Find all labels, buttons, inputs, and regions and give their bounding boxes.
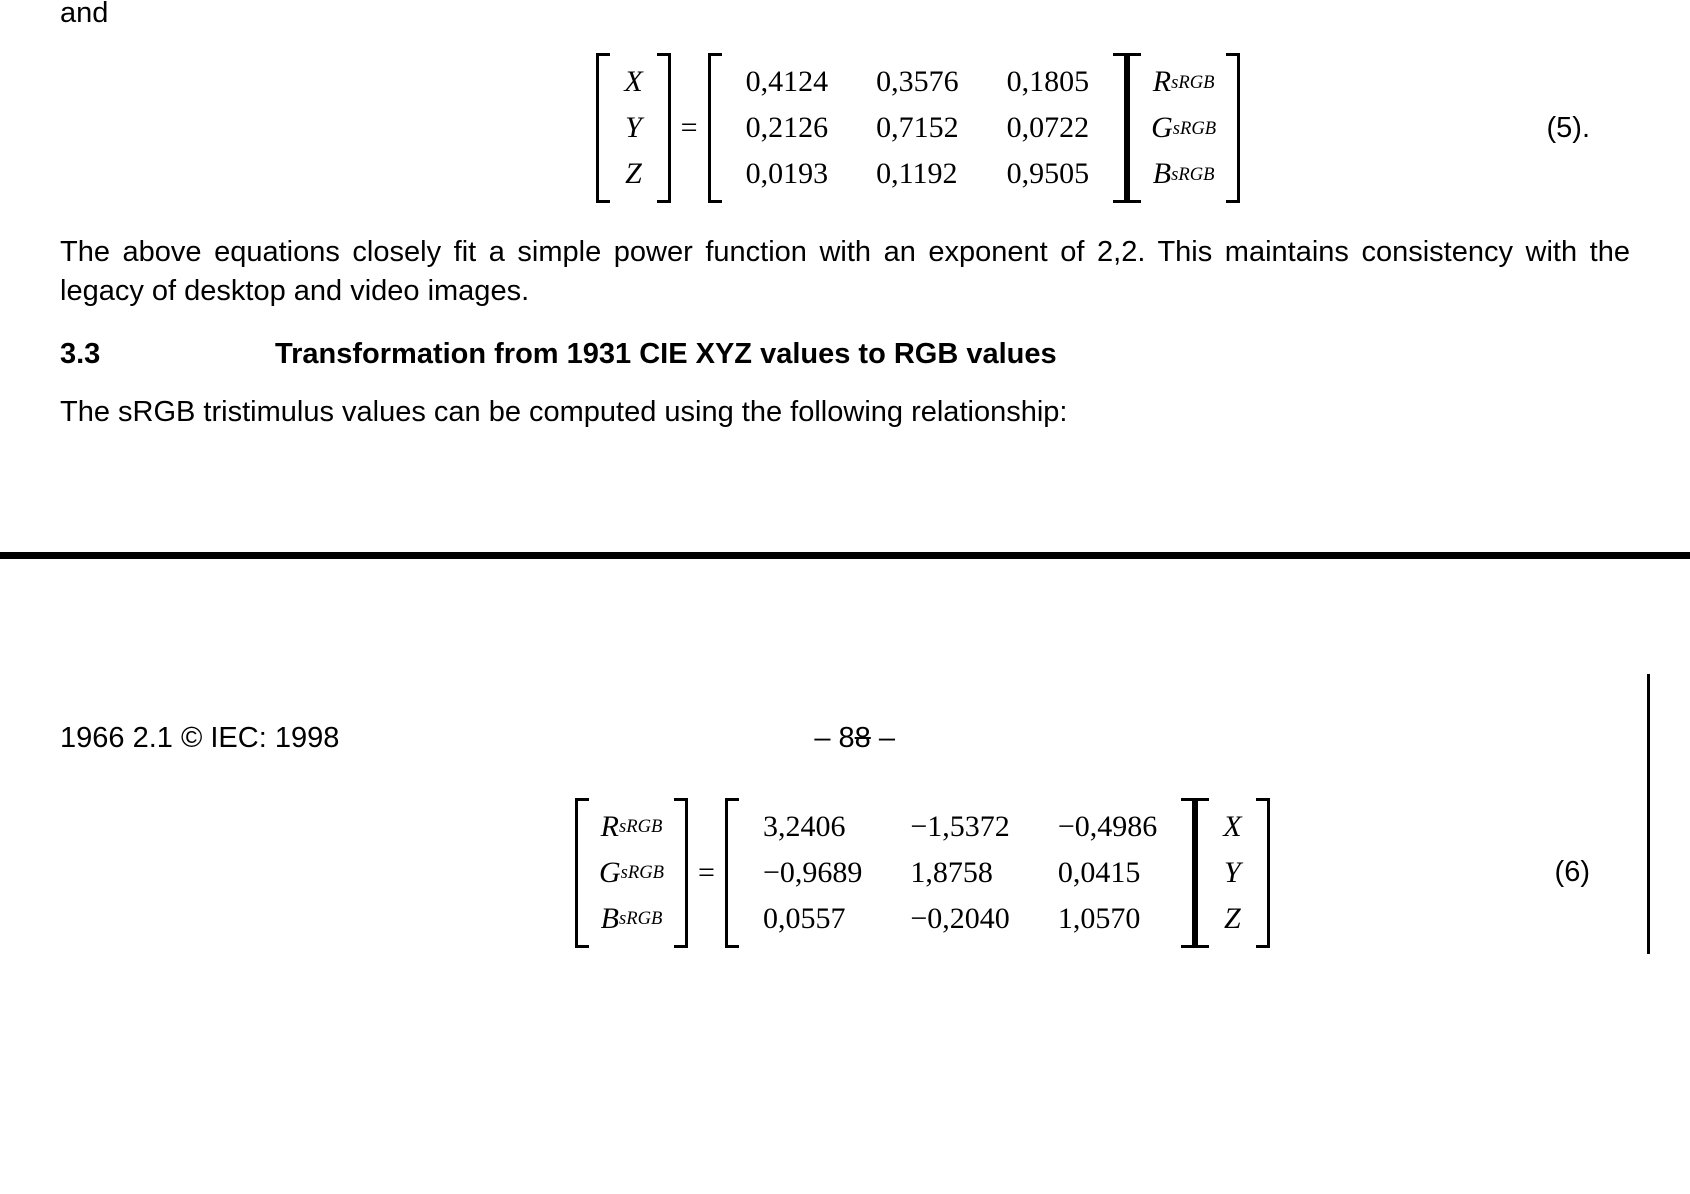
section-title: Transformation from 1931 CIE XYZ values … <box>275 335 1630 374</box>
header-page-number: – 88 – <box>339 719 1370 758</box>
m-cell: 1,0570 <box>1048 896 1167 942</box>
vec-cell: RsRGB <box>1151 59 1216 105</box>
m-cell: 1,8758 <box>900 850 1019 896</box>
page2-content: 1966 2.1 © IEC: 1998 – 88 – RsRGB GsRGB … <box>0 719 1690 1008</box>
page-num-suffix: – <box>871 722 895 754</box>
equation-5: X Y Z = 0,4124 0,2126 0,0193 <box>290 53 1547 203</box>
vec-cell: GsRGB <box>1151 105 1216 151</box>
cutoff-word-top: and <box>0 0 1690 33</box>
m-cell: 0,4124 <box>736 59 839 105</box>
equals-sign: = <box>671 108 708 149</box>
equation-6-row: RsRGB GsRGB BsRGB = 3,2406 −0,9689 0,055… <box>60 798 1630 948</box>
equation-6-label: (6) <box>1555 853 1630 892</box>
eq5-rhs-vector: RsRGB GsRGB BsRGB <box>1127 53 1240 203</box>
m-cell: −1,5372 <box>900 804 1019 850</box>
vec-cell: BsRGB <box>1151 151 1216 197</box>
vec-cell: Z <box>624 151 642 197</box>
m-cell: 0,7152 <box>866 105 969 151</box>
m-cell: 0,1805 <box>997 59 1100 105</box>
eq5-lhs-vector: X Y Z <box>596 53 670 203</box>
eq6-rhs-vector: X Y Z <box>1195 798 1269 948</box>
vec-cell: Y <box>624 105 642 151</box>
equals-sign: = <box>688 853 725 894</box>
change-bar-right <box>1647 674 1650 954</box>
paragraph-power-function: The above equations closely fit a simple… <box>60 233 1630 311</box>
m-cell: 0,3576 <box>866 59 969 105</box>
page-num-struck: 8 <box>855 722 871 754</box>
equation-5-row: X Y Z = 0,4124 0,2126 0,0193 <box>60 53 1630 203</box>
page1-content: X Y Z = 0,4124 0,2126 0,0193 <box>0 53 1690 432</box>
section-heading: 3.3 Transformation from 1931 CIE XYZ val… <box>60 335 1630 374</box>
vec-cell: X <box>624 59 642 105</box>
eq6-matrix: 3,2406 −0,9689 0,0557 −1,5372 1,8758 −0,… <box>725 798 1195 948</box>
m-cell: −0,9689 <box>753 850 872 896</box>
m-cell: 0,0415 <box>1048 850 1167 896</box>
vec-cell: GsRGB <box>599 850 664 896</box>
m-cell: 0,9505 <box>997 151 1100 197</box>
paragraph-tristimulus: The sRGB tristimulus values can be compu… <box>60 393 1630 432</box>
section-number: 3.3 <box>60 335 275 374</box>
vec-cell: Z <box>1223 896 1241 942</box>
m-cell: 0,0557 <box>753 896 872 942</box>
header-left: 1966 2.1 © IEC: 1998 <box>60 719 339 758</box>
page-num-prefix: – 8 <box>814 722 854 754</box>
equation-5-label: (5). <box>1547 109 1631 148</box>
m-cell: −0,4986 <box>1048 804 1167 850</box>
vec-cell: BsRGB <box>599 896 664 942</box>
vec-cell: RsRGB <box>599 804 664 850</box>
eq6-lhs-vector: RsRGB GsRGB BsRGB <box>575 798 688 948</box>
m-cell: 0,0193 <box>736 151 839 197</box>
m-cell: 0,0722 <box>997 105 1100 151</box>
page2-running-header: 1966 2.1 © IEC: 1998 – 88 – <box>60 719 1630 758</box>
page-break-rule <box>0 552 1690 559</box>
m-cell: 3,2406 <box>753 804 872 850</box>
eq5-matrix: 0,4124 0,2126 0,0193 0,3576 0,7152 0,119… <box>708 53 1128 203</box>
vec-cell: Y <box>1223 850 1241 896</box>
m-cell: 0,1192 <box>866 151 969 197</box>
m-cell: −0,2040 <box>900 896 1019 942</box>
equation-6: RsRGB GsRGB BsRGB = 3,2406 −0,9689 0,055… <box>290 798 1555 948</box>
m-cell: 0,2126 <box>736 105 839 151</box>
vec-cell: X <box>1223 804 1241 850</box>
document-page: and X Y Z = <box>0 0 1690 1008</box>
